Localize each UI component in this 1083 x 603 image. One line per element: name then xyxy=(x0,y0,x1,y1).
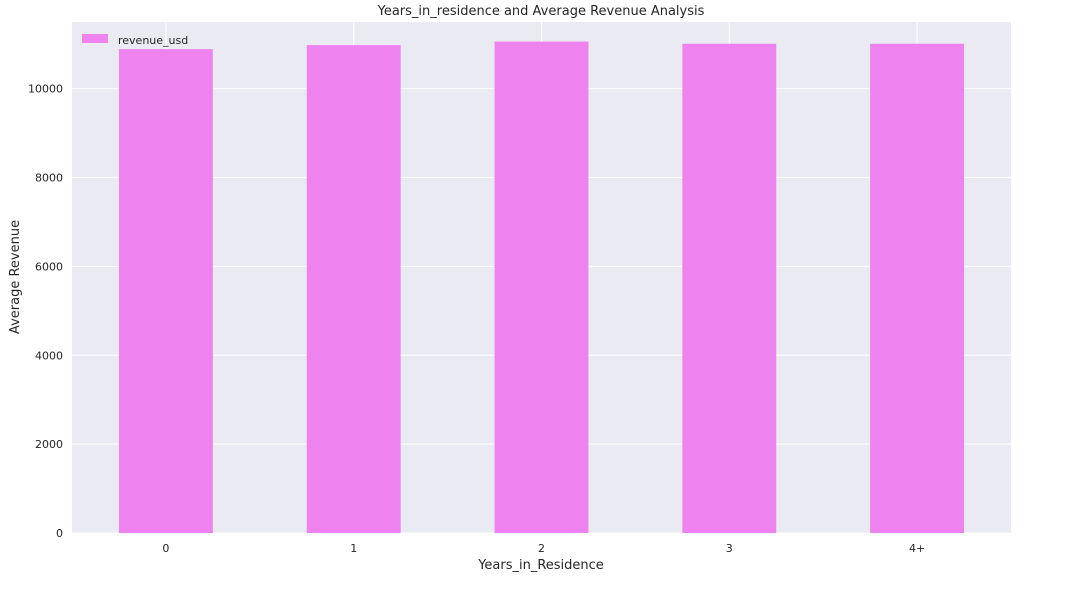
bar-0 xyxy=(118,49,213,533)
y-axis-ticks: 0 2000 4000 6000 8000 10000 xyxy=(28,83,63,540)
y-axis-label: Average Revenue xyxy=(8,220,23,334)
y-tick-label: 0 xyxy=(56,527,63,540)
x-tick-label: 4+ xyxy=(909,542,925,555)
x-tick-label: 1 xyxy=(350,542,357,555)
bars xyxy=(118,41,965,534)
y-tick-label: 10000 xyxy=(28,83,63,96)
y-tick-label: 6000 xyxy=(35,260,63,273)
x-axis-ticks: 0 1 2 3 4+ xyxy=(162,542,925,555)
x-tick-label: 3 xyxy=(726,542,733,555)
legend-swatch xyxy=(82,34,108,43)
y-tick-label: 2000 xyxy=(35,438,63,451)
x-tick-label: 2 xyxy=(538,542,545,555)
legend-label: revenue_usd xyxy=(118,34,188,47)
bar-4+ xyxy=(870,43,965,534)
x-tick-label: 0 xyxy=(162,542,169,555)
y-tick-label: 4000 xyxy=(35,349,63,362)
bar-3 xyxy=(682,43,777,534)
y-tick-label: 8000 xyxy=(35,172,63,185)
bar-2 xyxy=(494,41,589,534)
x-axis-label: Years_in_Residence xyxy=(477,558,604,573)
legend: revenue_usd xyxy=(82,34,188,47)
chart-title: Years_in_residence and Average Revenue A… xyxy=(377,4,705,19)
bar-1 xyxy=(306,45,401,534)
